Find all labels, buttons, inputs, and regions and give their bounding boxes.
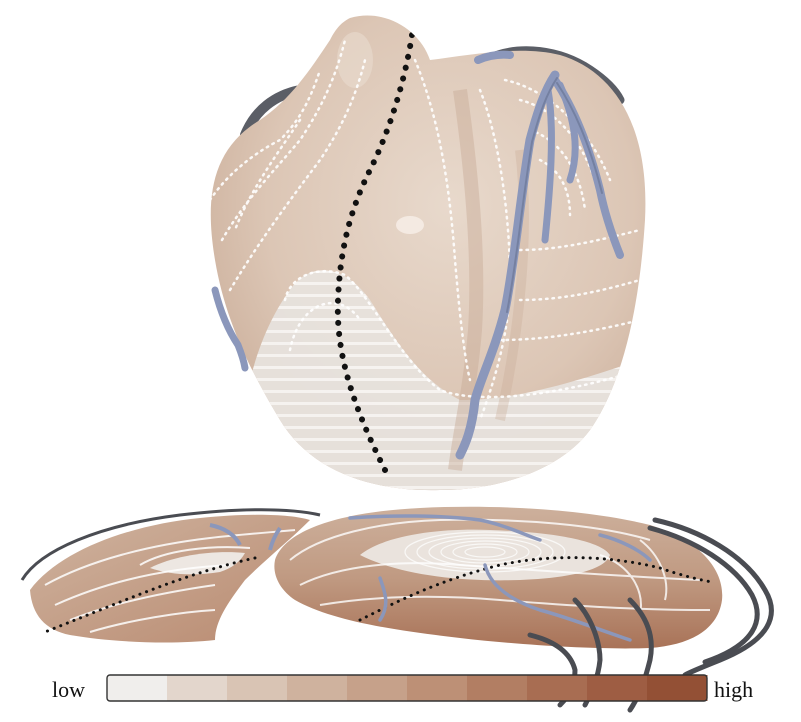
left-map-vessel-2: [268, 526, 282, 551]
legend-swatch-9: [587, 675, 648, 701]
legend-swatch-4: [287, 675, 348, 701]
left-flattened-map: [20, 508, 321, 643]
right-map-spiral-contours: [404, 531, 566, 573]
vessel-lad: [455, 70, 560, 460]
left-map-dotted-path: [43, 556, 257, 634]
left-map-vessel: [209, 523, 242, 546]
legend-swatch-3: [227, 675, 288, 701]
left-map-dark-vessel: [20, 508, 321, 581]
right-map-dotted-path: [358, 556, 714, 622]
heart-highlight: [396, 216, 424, 234]
left-map-contours: [44, 529, 296, 633]
legend-colorbar-border: [106, 674, 708, 702]
heart-fold-shade: [448, 89, 484, 471]
right-map-low-region: [360, 529, 610, 581]
legend-swatch-8: [527, 675, 588, 701]
right-flattened-map: [274, 506, 774, 713]
left-map-low-region: [150, 552, 245, 575]
legend-swatch-7: [467, 675, 528, 701]
legend-swatch-6: [407, 675, 468, 701]
right-map-vessels: [348, 514, 652, 642]
color-legend: low high: [52, 674, 753, 702]
legend-swatch-5: [347, 675, 408, 701]
flattened-maps: [20, 506, 774, 713]
legend-swatch-2: [167, 675, 228, 701]
legend-low-label: low: [52, 677, 85, 702]
heart-3d-model: [210, 15, 646, 491]
heart-highlight-top: [337, 32, 373, 88]
vessel-branch-3: [541, 86, 555, 244]
low-activation-region: [250, 270, 640, 491]
vessel-top: [474, 50, 514, 64]
legend-high-label: high: [714, 677, 753, 702]
black-dotted-path: [334, 32, 415, 473]
left-map-surface: [30, 514, 310, 643]
legend-swatch-10: [647, 675, 708, 701]
legend-colorbar: [107, 675, 708, 701]
legend-swatch-1: [107, 675, 168, 701]
vessel-left-side: [211, 286, 249, 372]
